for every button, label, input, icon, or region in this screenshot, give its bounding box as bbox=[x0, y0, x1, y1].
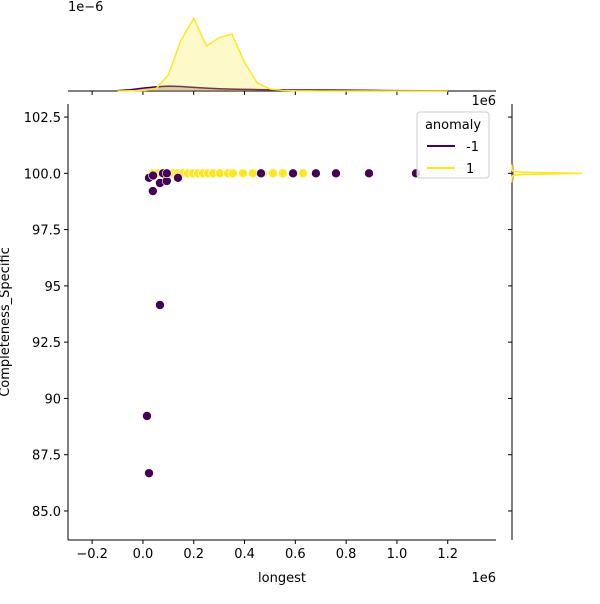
scatter-point bbox=[268, 169, 277, 178]
scatter-point bbox=[162, 169, 171, 178]
y-tick-label: 92.5 bbox=[32, 336, 61, 351]
y-tick-label: 85.0 bbox=[32, 505, 61, 520]
scatter-point bbox=[142, 411, 151, 420]
scatter-point bbox=[289, 169, 298, 178]
y-tick-label: 102.5 bbox=[24, 111, 61, 126]
x-offset-label: 1e6 bbox=[471, 571, 496, 586]
kde-area bbox=[118, 18, 448, 91]
scatter-point bbox=[149, 171, 158, 180]
x-axis-label: longest bbox=[258, 571, 306, 586]
scatter-point bbox=[331, 169, 340, 178]
legend: anomaly -1 1 bbox=[417, 112, 489, 178]
y-tick-label: 95 bbox=[44, 280, 61, 295]
scatter-point bbox=[278, 169, 287, 178]
scatter-point bbox=[248, 169, 257, 178]
y-tick-label: 90 bbox=[44, 392, 61, 407]
x-tick-label: 0.6 bbox=[285, 547, 306, 562]
scatter-point bbox=[155, 301, 164, 310]
scatter-point bbox=[298, 169, 307, 178]
x-offset-label: 1e6 bbox=[471, 94, 496, 109]
x-tick-label: 0.8 bbox=[336, 547, 357, 562]
scatter-point bbox=[145, 469, 154, 478]
legend-title: anomaly bbox=[425, 118, 481, 133]
x-tick-label: 1.0 bbox=[387, 547, 408, 562]
y-tick-label: 87.5 bbox=[32, 449, 61, 464]
x-tick-label: 0.4 bbox=[234, 547, 255, 562]
scatter-point bbox=[148, 187, 157, 196]
scatter-point bbox=[173, 173, 182, 182]
scatter-point bbox=[311, 169, 320, 178]
y-offset-label: 1e−6 bbox=[68, 0, 103, 15]
scatter-point bbox=[257, 169, 266, 178]
y-tick-label: 100.0 bbox=[24, 167, 61, 182]
legend-label: 1 bbox=[466, 162, 474, 177]
x-tick-label: 0.2 bbox=[183, 547, 204, 562]
x-tick-label: 1.2 bbox=[437, 547, 458, 562]
scatter-point bbox=[215, 169, 224, 178]
y-axis-label: Completeness_Specific bbox=[0, 247, 13, 397]
legend-label: -1 bbox=[466, 140, 479, 155]
x-tick-label: 0.0 bbox=[133, 547, 154, 562]
y-tick-label: 97.5 bbox=[32, 224, 61, 239]
scatter-point bbox=[228, 169, 237, 178]
scatter-point bbox=[239, 169, 248, 178]
scatter-point bbox=[364, 169, 373, 178]
x-tick-label: −0.2 bbox=[76, 547, 108, 562]
